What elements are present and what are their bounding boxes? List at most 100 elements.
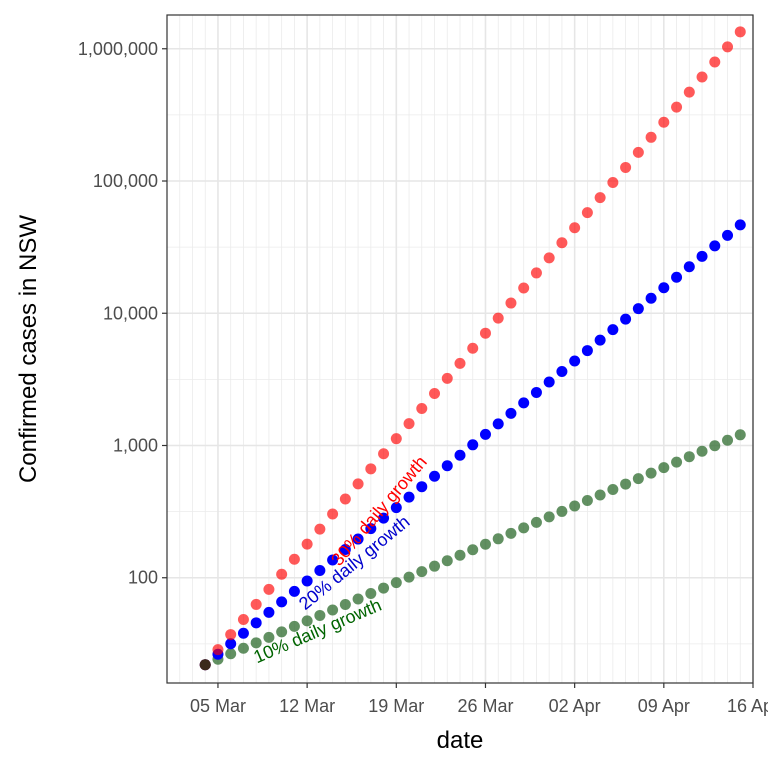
data-point-10pct bbox=[671, 456, 683, 468]
data-point-10pct bbox=[390, 577, 402, 589]
data-point-20pct bbox=[365, 523, 377, 535]
data-point-20pct bbox=[314, 564, 326, 576]
data-point-30pct bbox=[212, 644, 224, 656]
data-point-20pct bbox=[416, 481, 428, 493]
axes: 05 Mar 12 Mar 19 Mar 26 Mar 02 Apr 09 Apr 16 A… bbox=[78, 39, 768, 716]
data-point-10pct bbox=[339, 598, 351, 610]
data-point-20pct bbox=[429, 470, 441, 482]
data-point-20pct bbox=[645, 292, 657, 304]
data-point-30pct bbox=[709, 56, 721, 68]
data-point-20pct bbox=[225, 638, 237, 650]
y-tick-label: 100 bbox=[128, 568, 158, 588]
data-point-10pct bbox=[301, 615, 313, 627]
data-point-30pct bbox=[403, 418, 415, 430]
data-point-20pct bbox=[671, 271, 683, 283]
data-point-30pct bbox=[390, 433, 402, 445]
data-point-10pct bbox=[722, 434, 734, 446]
data-point-30pct bbox=[479, 327, 491, 339]
data-point-30pct bbox=[416, 403, 428, 415]
data-point-30pct bbox=[722, 41, 734, 53]
data-point-30pct bbox=[607, 177, 619, 189]
data-points bbox=[199, 26, 746, 671]
data-point-10pct bbox=[632, 473, 644, 485]
x-axis-title: date bbox=[437, 727, 484, 754]
x-tick-label: 12 Mar bbox=[279, 696, 335, 716]
data-point-20pct bbox=[722, 229, 734, 241]
y-tick-label: 10,000 bbox=[103, 303, 158, 323]
start-data-point bbox=[199, 659, 211, 671]
data-point-20pct bbox=[709, 240, 721, 252]
data-point-10pct bbox=[530, 516, 542, 528]
data-point-20pct bbox=[530, 386, 542, 398]
data-point-20pct bbox=[454, 449, 466, 461]
data-point-20pct bbox=[492, 418, 504, 430]
data-point-20pct bbox=[288, 585, 300, 597]
data-point-20pct bbox=[467, 439, 479, 451]
data-point-10pct bbox=[594, 489, 606, 501]
data-point-10pct bbox=[288, 620, 300, 632]
data-point-20pct bbox=[263, 606, 275, 618]
data-point-30pct bbox=[581, 207, 593, 219]
data-point-10pct bbox=[250, 637, 262, 649]
data-point-30pct bbox=[314, 523, 326, 535]
data-point-10pct bbox=[365, 588, 377, 600]
data-point-20pct bbox=[734, 219, 746, 231]
x-tick-label: 05 Mar bbox=[190, 696, 246, 716]
data-point-30pct bbox=[671, 101, 683, 113]
data-point-20pct bbox=[403, 491, 415, 503]
data-point-30pct bbox=[276, 568, 288, 580]
data-point-20pct bbox=[250, 617, 262, 629]
data-point-30pct bbox=[237, 614, 249, 626]
y-tick-label: 100,000 bbox=[93, 171, 158, 191]
data-point-20pct bbox=[556, 366, 568, 378]
data-point-30pct bbox=[454, 357, 466, 369]
data-point-30pct bbox=[645, 131, 657, 143]
data-point-20pct bbox=[518, 397, 530, 409]
data-point-10pct bbox=[327, 604, 339, 616]
data-point-30pct bbox=[225, 629, 237, 641]
data-point-30pct bbox=[467, 342, 479, 354]
data-point-20pct bbox=[390, 502, 402, 514]
data-point-20pct bbox=[276, 596, 288, 608]
data-point-20pct bbox=[237, 627, 249, 639]
data-point-30pct bbox=[301, 538, 313, 550]
data-point-10pct bbox=[556, 505, 568, 517]
data-point-30pct bbox=[429, 387, 441, 399]
data-point-10pct bbox=[569, 500, 581, 512]
data-point-30pct bbox=[556, 237, 568, 249]
data-point-20pct bbox=[594, 334, 606, 346]
data-point-30pct bbox=[352, 478, 364, 490]
data-point-30pct bbox=[441, 372, 453, 384]
data-point-10pct bbox=[683, 451, 695, 463]
data-point-30pct bbox=[288, 553, 300, 565]
data-point-10pct bbox=[709, 440, 721, 452]
data-point-10pct bbox=[454, 549, 466, 561]
data-point-20pct bbox=[632, 303, 644, 315]
data-point-30pct bbox=[505, 297, 517, 309]
data-point-30pct bbox=[378, 448, 390, 460]
data-point-10pct bbox=[416, 566, 428, 578]
data-point-10pct bbox=[696, 445, 708, 457]
data-point-10pct bbox=[658, 462, 670, 474]
data-point-20pct bbox=[339, 544, 351, 556]
data-point-20pct bbox=[607, 324, 619, 336]
panel-border bbox=[166, 14, 754, 684]
data-point-30pct bbox=[327, 508, 339, 520]
x-tick-label: 16 Apr bbox=[727, 696, 768, 716]
data-point-10pct bbox=[352, 593, 364, 605]
data-point-30pct bbox=[250, 598, 262, 610]
data-point-10pct bbox=[518, 522, 530, 534]
data-point-20pct bbox=[327, 554, 339, 566]
data-point-10pct bbox=[607, 484, 619, 496]
y-tick-label: 1,000,000 bbox=[78, 39, 158, 59]
x-tick-label: 09 Apr bbox=[638, 696, 690, 716]
data-point-10pct bbox=[645, 467, 657, 479]
data-point-20pct bbox=[505, 407, 517, 419]
data-point-20pct bbox=[378, 512, 390, 524]
data-point-10pct bbox=[429, 560, 441, 572]
data-point-30pct bbox=[683, 86, 695, 98]
data-point-20pct bbox=[543, 376, 555, 388]
data-point-10pct bbox=[543, 511, 555, 523]
